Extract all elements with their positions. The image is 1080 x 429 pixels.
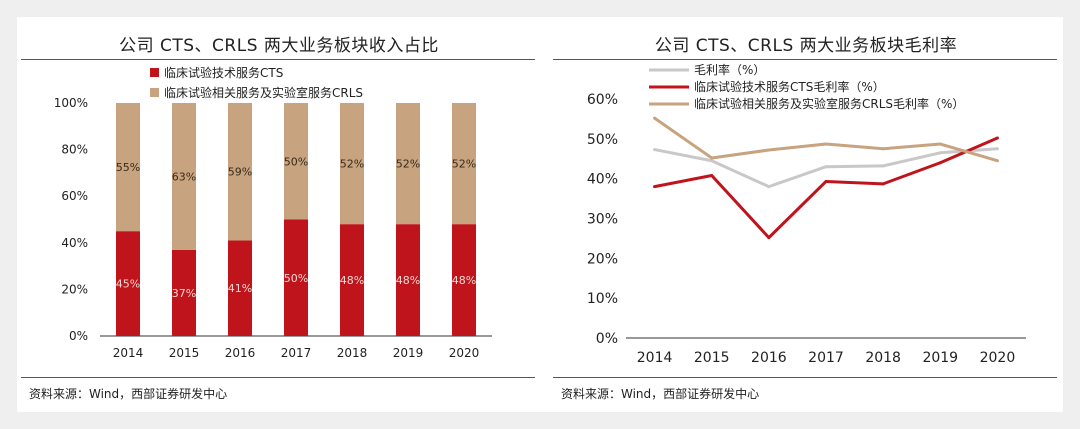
bar-segment-crls <box>452 103 476 225</box>
data-point <box>767 236 771 240</box>
x-tick-label: 2016 <box>751 350 787 366</box>
data-point <box>710 159 714 163</box>
right-source-note: 资料来源：Wind，西部证券研发中心 <box>561 387 760 401</box>
data-point <box>653 116 657 120</box>
source-divider <box>21 377 535 378</box>
bar-segment-crls <box>172 103 196 250</box>
y-tick-label: 50% <box>587 132 618 148</box>
y-tick-label: 40% <box>587 172 618 188</box>
y-tick-label: 20% <box>61 282 88 296</box>
source-divider <box>553 377 1057 378</box>
data-point <box>653 185 657 189</box>
data-label: 52% <box>396 158 420 171</box>
x-tick-label: 2015 <box>694 350 730 366</box>
y-tick-label: 60% <box>587 92 618 108</box>
bar-segment-cts <box>228 240 252 336</box>
x-tick-label: 2017 <box>281 346 312 360</box>
line-series-crls <box>653 116 998 163</box>
legend-label: 临床试验技术服务CTS <box>164 65 283 80</box>
data-label: 48% <box>396 274 420 287</box>
revenue-share-panel: 公司 CTS、CRLS 两大业务板块收入占比 0% 20% 40% 60% 80% 100… <box>17 17 541 412</box>
data-label: 63% <box>172 170 196 183</box>
bar-segment-cts <box>116 231 140 336</box>
y-tick-label: 0% <box>69 329 88 343</box>
x-tick-label: 2018 <box>337 346 368 360</box>
bar-segment-crls <box>116 103 140 232</box>
data-label: 50% <box>284 272 308 285</box>
data-label: 59% <box>228 166 252 179</box>
gross-margin-panel: 公司 CTS、CRLS 两大业务板块毛利率 0% 10% 20% 30% 40% 50% 6… <box>549 17 1063 412</box>
data-point <box>710 156 714 160</box>
y-tick-label: 60% <box>61 189 88 203</box>
left-source-note: 资料来源：Wind，西部证券研发中心 <box>29 387 228 401</box>
x-tick-label: 2019 <box>393 346 424 360</box>
x-tick-label: 2014 <box>637 350 673 366</box>
x-tick-label: 2020 <box>449 346 480 360</box>
data-point <box>938 142 942 146</box>
y-tick-label: 0% <box>596 331 618 347</box>
data-label: 52% <box>452 158 476 171</box>
legend-swatch-cts <box>150 68 159 77</box>
revenue-share-title: 公司 CTS、CRLS 两大业务板块收入占比 <box>119 36 439 56</box>
y-tick-label: 20% <box>587 251 618 267</box>
bar-segment-cts <box>340 224 364 336</box>
gross-margin-title: 公司 CTS、CRLS 两大业务板块毛利率 <box>654 36 958 56</box>
x-tick-label: 2015 <box>169 346 200 360</box>
data-point <box>767 185 771 189</box>
data-point <box>710 173 714 177</box>
x-tick-label: 2018 <box>865 350 901 366</box>
revenue-share-chart: 0% 20% 40% 60% 80% 100% 45% 55% 2014 37% 63% 2015 41… <box>54 65 492 360</box>
x-tick-label: 2019 <box>922 350 958 366</box>
bar-segment-crls <box>228 103 252 241</box>
x-tick-label: 2016 <box>225 346 256 360</box>
y-tick-label: 40% <box>61 236 88 250</box>
x-tick-label: 2014 <box>113 346 144 360</box>
bar-segment-cts <box>396 224 420 336</box>
data-point <box>824 165 828 169</box>
data-point <box>938 151 942 155</box>
data-point <box>995 136 999 140</box>
data-label: 52% <box>340 158 364 171</box>
data-point <box>824 142 828 146</box>
data-point <box>881 182 885 186</box>
x-tick-label: 2017 <box>808 350 844 366</box>
data-point <box>653 148 657 152</box>
bar-segment-crls <box>340 103 364 225</box>
legend-label: 毛利率（%） <box>694 62 765 77</box>
legend-label: 临床试验相关服务及实验室服务CRLS <box>164 85 363 100</box>
y-tick-label: 30% <box>587 212 618 228</box>
legend-label: 临床试验技术服务CTS毛利率（%） <box>694 79 885 94</box>
y-tick-label: 100% <box>54 96 88 110</box>
data-point <box>881 147 885 151</box>
data-label: 45% <box>116 278 140 291</box>
data-label: 37% <box>172 287 196 300</box>
bar-segment-crls <box>396 103 420 225</box>
data-point <box>938 161 942 165</box>
legend-label: 临床试验相关服务及实验室服务CRLS毛利率（%） <box>694 96 964 111</box>
gross-margin-chart: 0% 10% 20% 30% 40% 50% 60% 2014 2015 2016 2017 2018… <box>587 62 1026 366</box>
data-label: 48% <box>452 274 476 287</box>
report-frame: 公司 CTS、CRLS 两大业务板块收入占比 0% 20% 40% 60% 80% 100… <box>17 17 1063 412</box>
data-label: 41% <box>228 282 252 295</box>
bar-segment-cts <box>172 249 196 336</box>
data-label: 50% <box>284 155 308 168</box>
title-divider <box>553 59 1057 60</box>
data-point <box>767 148 771 152</box>
x-tick-label: 2020 <box>980 350 1016 366</box>
data-label: 48% <box>340 274 364 287</box>
legend-swatch-crls <box>150 88 159 97</box>
y-tick-label: 10% <box>587 291 618 307</box>
bar-segment-cts <box>452 224 476 336</box>
bar-segment-cts <box>284 219 308 336</box>
data-point <box>995 147 999 151</box>
data-point <box>995 159 999 163</box>
bar-segment-crls <box>284 103 308 220</box>
data-label: 55% <box>116 161 140 174</box>
data-point <box>881 164 885 168</box>
title-divider <box>21 59 535 60</box>
data-point <box>824 179 828 183</box>
y-tick-label: 80% <box>61 143 88 157</box>
